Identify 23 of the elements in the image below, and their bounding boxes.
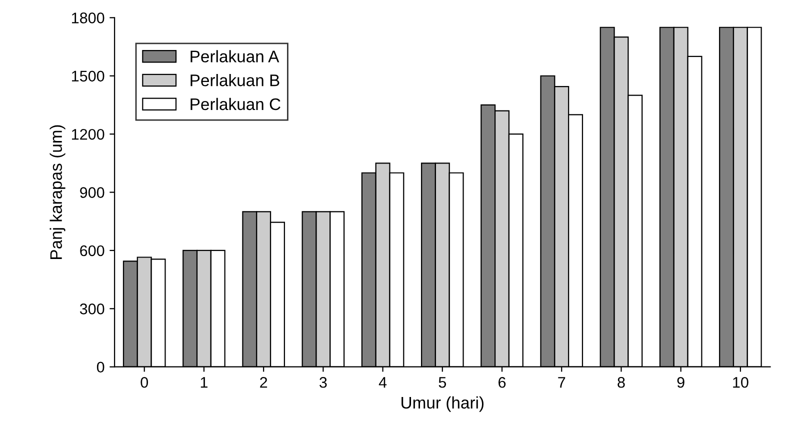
- y-axis-title: Panj karapas (um): [50, 125, 66, 259]
- x-tick-label: 1: [200, 377, 208, 388]
- x-tick-label: 9: [677, 376, 684, 388]
- x-tick-label: 4: [378, 377, 387, 388]
- y-tick-label: 600: [80, 245, 104, 256]
- legend-label: Perlakuan B: [190, 74, 280, 86]
- x-axis-title: Umur (hari): [402, 396, 484, 412]
- y-tick-label: 1500: [72, 70, 104, 82]
- y-tick-label: 1200: [72, 128, 104, 140]
- legend-label: Perlakuan A: [190, 50, 280, 62]
- x-tick-label: 6: [498, 376, 506, 388]
- x-tick-label: 5: [438, 377, 446, 388]
- legend-label: Perlakuan C: [190, 98, 280, 110]
- x-tick-label: 3: [320, 376, 327, 388]
- x-tick-label: 10: [733, 376, 748, 388]
- y-tick-label: 300: [80, 304, 104, 314]
- x-tick-label: 7: [558, 377, 566, 388]
- y-tick-label: 0: [96, 362, 104, 373]
- x-tick-label: 8: [618, 376, 625, 388]
- y-tick-label: 900: [80, 187, 104, 198]
- y-tick-label: 1800: [72, 12, 104, 24]
- x-tick-label: 2: [260, 376, 268, 388]
- x-tick-label: 0: [140, 376, 148, 388]
